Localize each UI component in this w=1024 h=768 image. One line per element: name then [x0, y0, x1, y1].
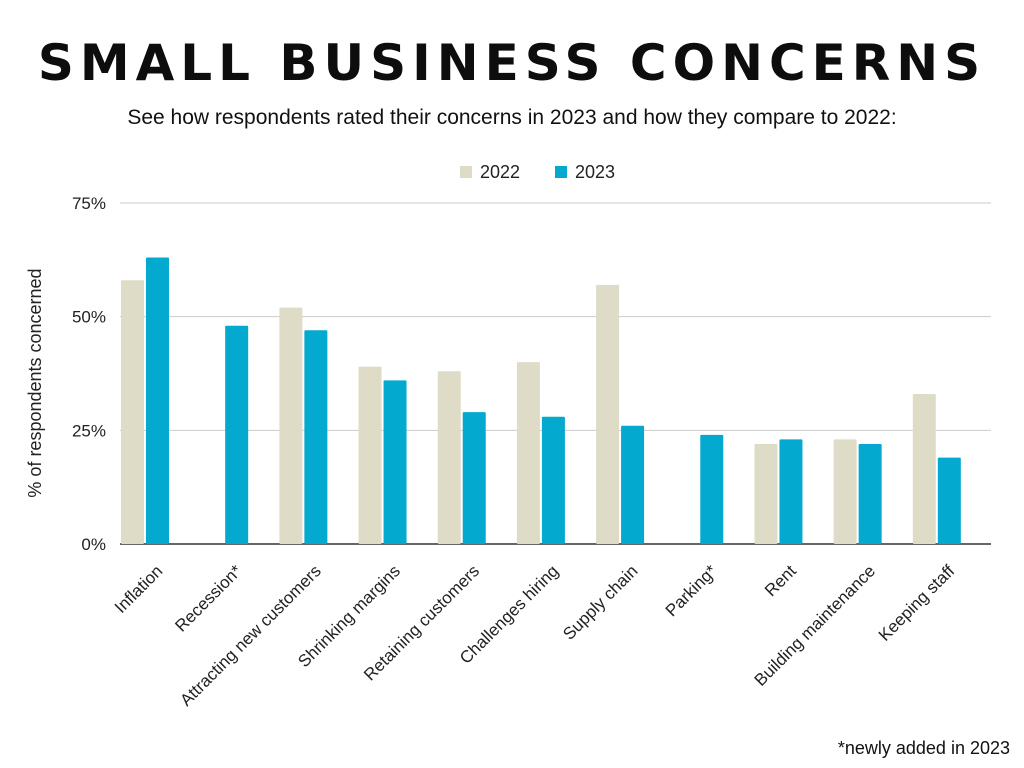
bar-2023 — [304, 330, 328, 544]
x-category-label: Inflation — [111, 561, 167, 617]
y-axis-ticks: 0% 25% 50% 75% — [72, 194, 106, 554]
bar-2023 — [779, 439, 803, 544]
x-category-label: Recession* — [171, 561, 246, 636]
bar-2023 — [225, 325, 249, 544]
page-title: SMALL BUSINESS CONCERNS — [37, 34, 987, 92]
bar-2022 — [754, 443, 778, 544]
legend-label: 2022 — [480, 162, 520, 182]
bar-2022 — [833, 439, 857, 544]
bar-2023 — [937, 457, 961, 544]
bar-2022 — [437, 371, 461, 544]
bar-2023 — [146, 257, 169, 544]
bar-2023 — [621, 425, 645, 544]
legend: 2022 2023 — [460, 162, 615, 182]
bars — [121, 257, 961, 544]
bar-2022 — [358, 366, 382, 544]
legend-label: 2023 — [575, 162, 615, 182]
x-category-label: Parking* — [662, 561, 721, 620]
footnote: *newly added in 2023 — [837, 738, 1010, 758]
x-axis-labels: Inflation Recession*Attracting new custom… — [111, 561, 959, 710]
y-tick-label: 50% — [72, 308, 106, 327]
x-category-label: Keeping staff — [875, 561, 959, 645]
x-category-label: Rent — [761, 561, 800, 600]
page-subtitle: See how respondents rated their concerns… — [127, 106, 897, 129]
y-tick-label: 25% — [72, 421, 106, 440]
bar-2023 — [541, 416, 565, 544]
x-category-label: Attracting new customers — [176, 561, 324, 709]
bar-2023 — [858, 443, 882, 544]
bar-2023 — [383, 380, 407, 544]
legend-swatch-2023 — [555, 166, 567, 178]
bar-2022 — [596, 284, 620, 544]
x-category-label: Supply chain — [559, 561, 641, 643]
legend-swatch-2022 — [460, 166, 472, 178]
bar-2022 — [516, 362, 540, 544]
bar-2022 — [121, 280, 144, 544]
bar-2023 — [462, 412, 486, 544]
y-tick-label: 0% — [81, 535, 106, 554]
bar-2023 — [700, 434, 724, 544]
bar-2022 — [279, 307, 303, 544]
y-tick-label: 75% — [72, 194, 106, 213]
bar-2022 — [912, 393, 936, 544]
y-axis-title: % of respondents concerned — [25, 268, 45, 497]
